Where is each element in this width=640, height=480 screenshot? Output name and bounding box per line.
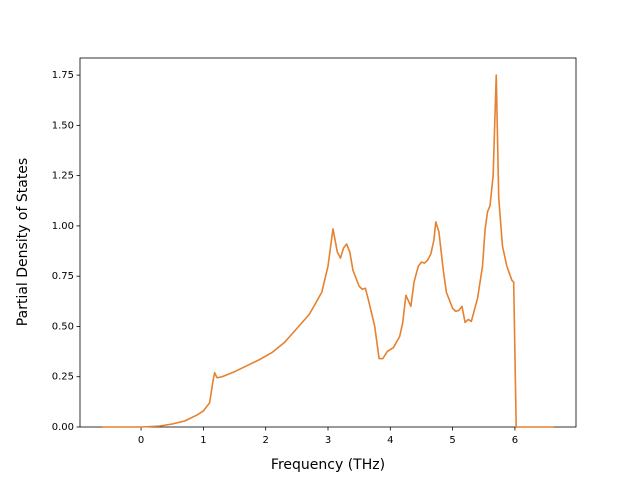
y-tick-label: 0.25: [52, 372, 74, 383]
x-axis-label: Frequency (THz): [271, 457, 385, 473]
y-tick-label: 0.00: [52, 422, 74, 433]
y-tick-label: 1.00: [52, 221, 74, 232]
y-tick-label: 1.50: [52, 120, 74, 131]
x-tick-label: 3: [325, 435, 331, 446]
y-tick-label: 1.75: [52, 70, 74, 81]
x-tick-label: 0: [138, 435, 144, 446]
data-line: [102, 74, 554, 428]
x-tick-label: 2: [263, 435, 269, 446]
y-tick-label: 0.50: [52, 321, 74, 332]
x-tick-label: 4: [387, 435, 393, 446]
x-tick-label: 6: [512, 435, 518, 446]
x-tick-label: 5: [449, 435, 455, 446]
x-tick-label: 1: [200, 435, 206, 446]
y-axis-label: Partial Density of States: [15, 158, 31, 326]
y-tick-label: 0.75: [52, 271, 74, 282]
y-tick-label: 1.25: [52, 171, 74, 182]
